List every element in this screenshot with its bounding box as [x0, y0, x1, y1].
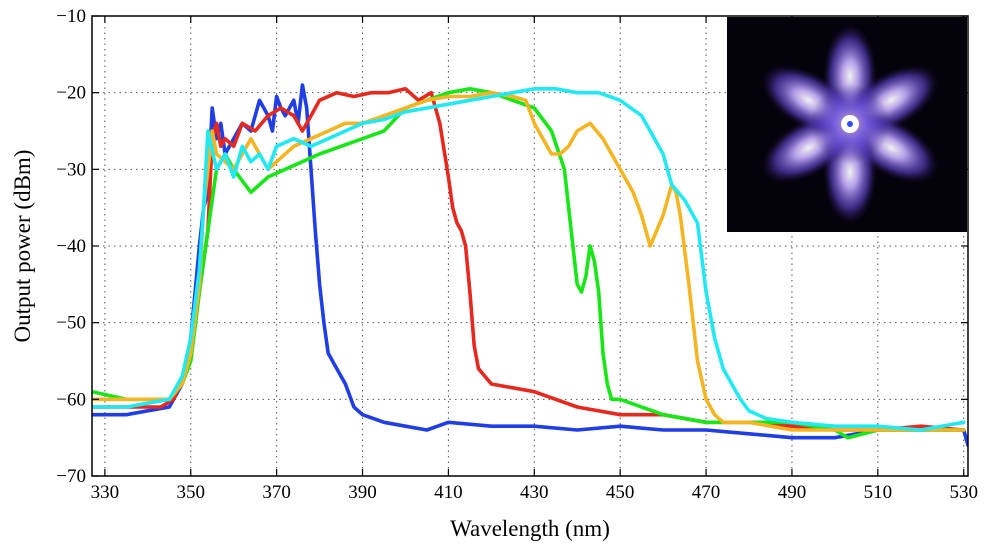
y-tick-label: −20 — [56, 83, 86, 104]
series-line-5 — [92, 87, 966, 432]
x-tick-label: 410 — [434, 482, 463, 503]
y-tick-label: −30 — [56, 159, 86, 180]
y-tick-label: −40 — [56, 236, 86, 257]
x-tick-label: 330 — [91, 482, 120, 503]
x-tick-label: 470 — [692, 482, 721, 503]
x-tick-label: 350 — [177, 482, 206, 503]
mode-center-dot — [847, 121, 853, 127]
x-tick-label: 530 — [949, 482, 978, 503]
y-tick-label: −50 — [56, 313, 86, 334]
y-axis-label: Output power (dBm) — [10, 150, 35, 343]
y-tick-label: −60 — [56, 389, 86, 410]
x-tick-label: 510 — [864, 482, 893, 503]
x-tick-label: 390 — [348, 482, 377, 503]
mode-profile-image — [761, 24, 939, 224]
y-tick-label: −10 — [56, 6, 86, 27]
series-layer — [92, 83, 968, 448]
x-tick-label: 490 — [778, 482, 807, 503]
x-tick-label: 450 — [606, 482, 635, 503]
x-tick-label: 370 — [262, 482, 291, 503]
mode-profile-inset — [727, 17, 967, 232]
y-tick-label: −70 — [56, 466, 86, 487]
tick-layer: 330 350 370 390 410 430 450 470 490 510 530 −70 −60 −… — [56, 6, 978, 503]
x-axis-label: Wavelength (nm) — [450, 516, 610, 541]
x-tick-label: 430 — [520, 482, 549, 503]
